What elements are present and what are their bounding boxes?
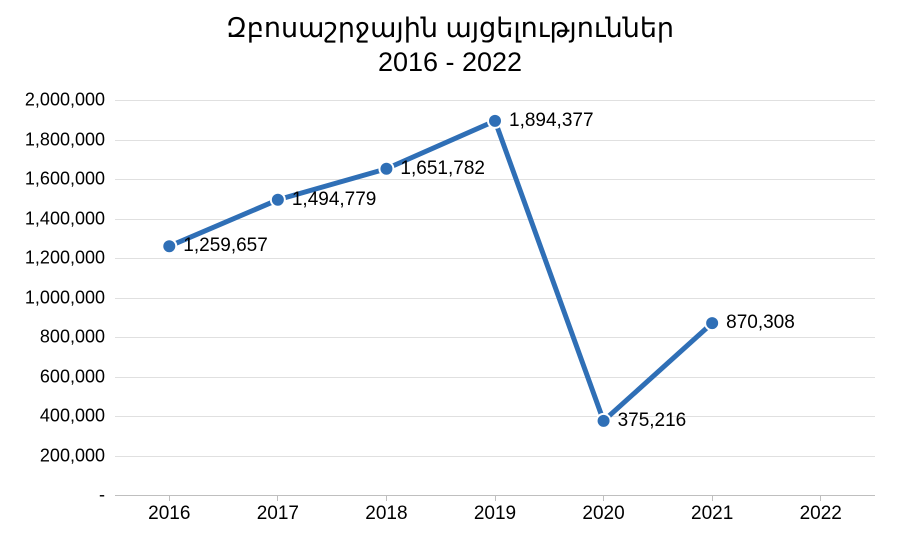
y-tick-label: 1,600,000 [25,169,115,190]
y-tick-label: - [99,485,115,506]
x-tick-mark [277,495,278,501]
x-tick-mark [169,495,170,501]
data-label: 1,894,377 [509,110,594,132]
x-tick-mark [386,495,387,501]
y-tick-label: 1,000,000 [25,287,115,308]
x-tick-mark [495,495,496,501]
chart-title-line1: Զբոսաշրջային այցելություններ [226,13,674,43]
y-tick-label: 600,000 [40,366,115,387]
data-marker [162,239,176,253]
y-tick-label: 1,200,000 [25,248,115,269]
data-label: 1,259,657 [183,235,268,257]
data-marker [488,114,502,128]
data-marker [271,193,285,207]
y-tick-label: 1,400,000 [25,208,115,229]
data-label: 375,216 [618,410,687,432]
data-label: 870,308 [726,312,795,334]
y-tick-label: 400,000 [40,406,115,427]
data-marker [705,316,719,330]
data-marker [597,414,611,428]
series-svg [115,100,875,495]
y-tick-label: 200,000 [40,445,115,466]
y-tick-label: 2,000,000 [25,90,115,111]
x-tick-mark [712,495,713,501]
chart-title-line2: 2016 - 2022 [378,47,522,77]
data-label: 1,494,779 [292,189,377,211]
chart-title: Զբոսաշրջային այցելություններ 2016 - 2022 [0,12,900,80]
data-marker [379,162,393,176]
x-tick-mark [603,495,604,501]
chart-container: Զբոսաշրջային այցելություններ 2016 - 2022… [0,0,900,543]
data-label: 1,651,782 [400,158,485,180]
y-tick-label: 1,800,000 [25,129,115,150]
x-tick-mark [820,495,821,501]
plot-area: -200,000400,000600,000800,0001,000,0001,… [115,100,875,495]
y-tick-label: 800,000 [40,327,115,348]
